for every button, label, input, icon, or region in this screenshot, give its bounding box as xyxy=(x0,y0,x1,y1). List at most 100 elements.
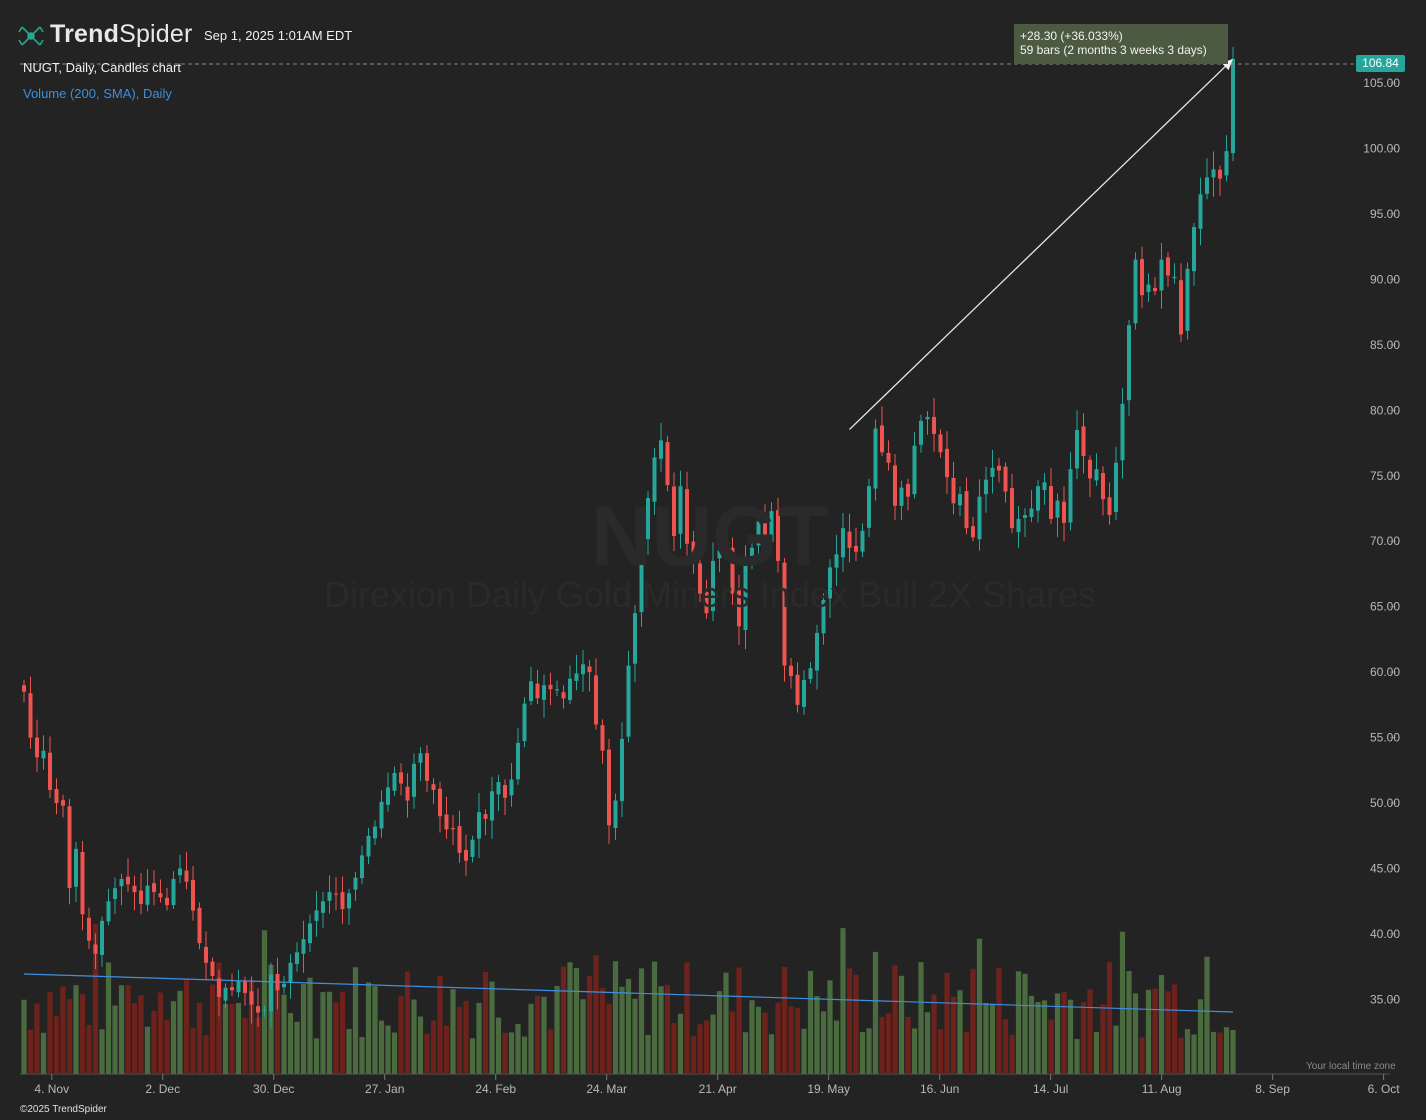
volume-bar xyxy=(729,1011,736,1074)
candle xyxy=(1172,263,1177,284)
candle xyxy=(711,542,715,622)
symbol-label[interactable]: NUGT, Daily, Candles chart xyxy=(23,60,181,75)
volume-bar xyxy=(1067,999,1074,1074)
volume-bar xyxy=(1158,975,1165,1074)
y-tick-label: 70.00 xyxy=(1370,534,1400,548)
y-tick-label: 45.00 xyxy=(1370,862,1400,876)
candle xyxy=(1101,466,1105,516)
logo-light: Spider xyxy=(119,20,193,48)
candle xyxy=(568,665,572,705)
candle xyxy=(210,957,215,981)
candle xyxy=(620,722,624,818)
volume-bar xyxy=(216,962,222,1074)
logo[interactable]: TrendSpider xyxy=(18,20,193,49)
candle xyxy=(87,907,91,949)
volume-bar xyxy=(879,1016,885,1074)
candle xyxy=(834,535,839,586)
y-tick-label: 75.00 xyxy=(1370,469,1400,483)
last-price-tag: 106.84 xyxy=(1356,55,1405,72)
volume-bar xyxy=(710,1014,716,1074)
candle xyxy=(126,858,130,892)
candle xyxy=(958,486,962,516)
volume-bar xyxy=(424,1033,430,1074)
candle xyxy=(438,781,442,833)
volume-bar xyxy=(1002,1019,1009,1074)
x-tick-label: 30. Dec xyxy=(253,1082,294,1096)
volume-bar xyxy=(885,1013,892,1074)
candle xyxy=(867,478,871,538)
candle xyxy=(945,431,949,494)
volume-bar xyxy=(768,1034,775,1074)
candle xyxy=(893,454,897,521)
candle xyxy=(730,537,735,605)
candle xyxy=(1062,486,1066,542)
candle xyxy=(815,624,819,690)
y-tick-label: 55.00 xyxy=(1370,731,1400,745)
volume-indicator-label[interactable]: Volume (200, SMA), Daily xyxy=(23,86,172,101)
candle xyxy=(106,888,111,926)
candle xyxy=(964,477,969,535)
volume-bar xyxy=(924,1012,931,1074)
volume-bar xyxy=(788,1006,794,1074)
volume-bar xyxy=(664,984,671,1074)
candle xyxy=(48,736,52,798)
volume-bar xyxy=(476,1002,482,1074)
volume-bar xyxy=(118,985,125,1074)
volume-bar xyxy=(261,930,268,1074)
candle xyxy=(977,479,982,551)
x-tick-label: 4. Nov xyxy=(34,1082,69,1096)
volume-bar xyxy=(1015,971,1022,1074)
candle xyxy=(795,662,800,713)
candle xyxy=(249,976,254,1024)
candle xyxy=(828,559,832,618)
volume-bar xyxy=(242,1017,248,1074)
timezone-label[interactable]: Your local time zone xyxy=(1306,1061,1396,1072)
candle xyxy=(236,969,241,998)
candle xyxy=(600,719,605,764)
volume-bar xyxy=(898,975,905,1074)
volume-bar xyxy=(690,1036,697,1074)
candle xyxy=(516,728,520,785)
volume-bar xyxy=(99,1029,105,1074)
volume-bar xyxy=(989,1003,996,1074)
candle xyxy=(678,470,683,549)
volume-bar xyxy=(1139,1037,1145,1074)
volume-bar xyxy=(157,992,164,1074)
volume-bar xyxy=(209,984,216,1074)
candle xyxy=(503,779,507,815)
measure-box: +28.30 (+36.033%) 59 bars (2 months 3 we… xyxy=(1014,24,1228,64)
candle xyxy=(366,827,371,865)
volume-bar xyxy=(404,971,411,1074)
volume-bar xyxy=(92,923,99,1074)
watermark-symbol: NUGT xyxy=(591,489,829,583)
candle xyxy=(191,866,195,921)
candle xyxy=(184,851,189,890)
volume-bar xyxy=(515,1024,521,1074)
volume-bar xyxy=(528,1003,534,1074)
volume-bar xyxy=(801,1028,807,1074)
candle xyxy=(1010,473,1014,534)
candle xyxy=(613,793,618,840)
candle xyxy=(841,513,845,572)
volume-bar xyxy=(820,1011,827,1074)
candle xyxy=(425,745,429,793)
measure-arrow[interactable] xyxy=(849,58,1234,430)
volume-bar xyxy=(73,985,79,1074)
candle xyxy=(74,841,78,902)
candle xyxy=(1094,453,1099,486)
volume-bar xyxy=(905,1016,911,1074)
volume-bar xyxy=(27,1029,34,1074)
candle xyxy=(1127,319,1131,416)
x-tick-label: 27. Jan xyxy=(365,1082,404,1096)
candle xyxy=(756,517,761,557)
candle xyxy=(581,650,585,692)
measure-change: +28.30 (+36.033%) xyxy=(1020,29,1123,43)
volume-bar xyxy=(723,972,729,1074)
candle xyxy=(405,773,410,818)
volume-sma-line xyxy=(23,973,1234,1013)
volume-bar xyxy=(1119,931,1126,1074)
volume-bar xyxy=(1191,1034,1197,1074)
candle xyxy=(22,679,26,703)
candle xyxy=(41,735,46,770)
